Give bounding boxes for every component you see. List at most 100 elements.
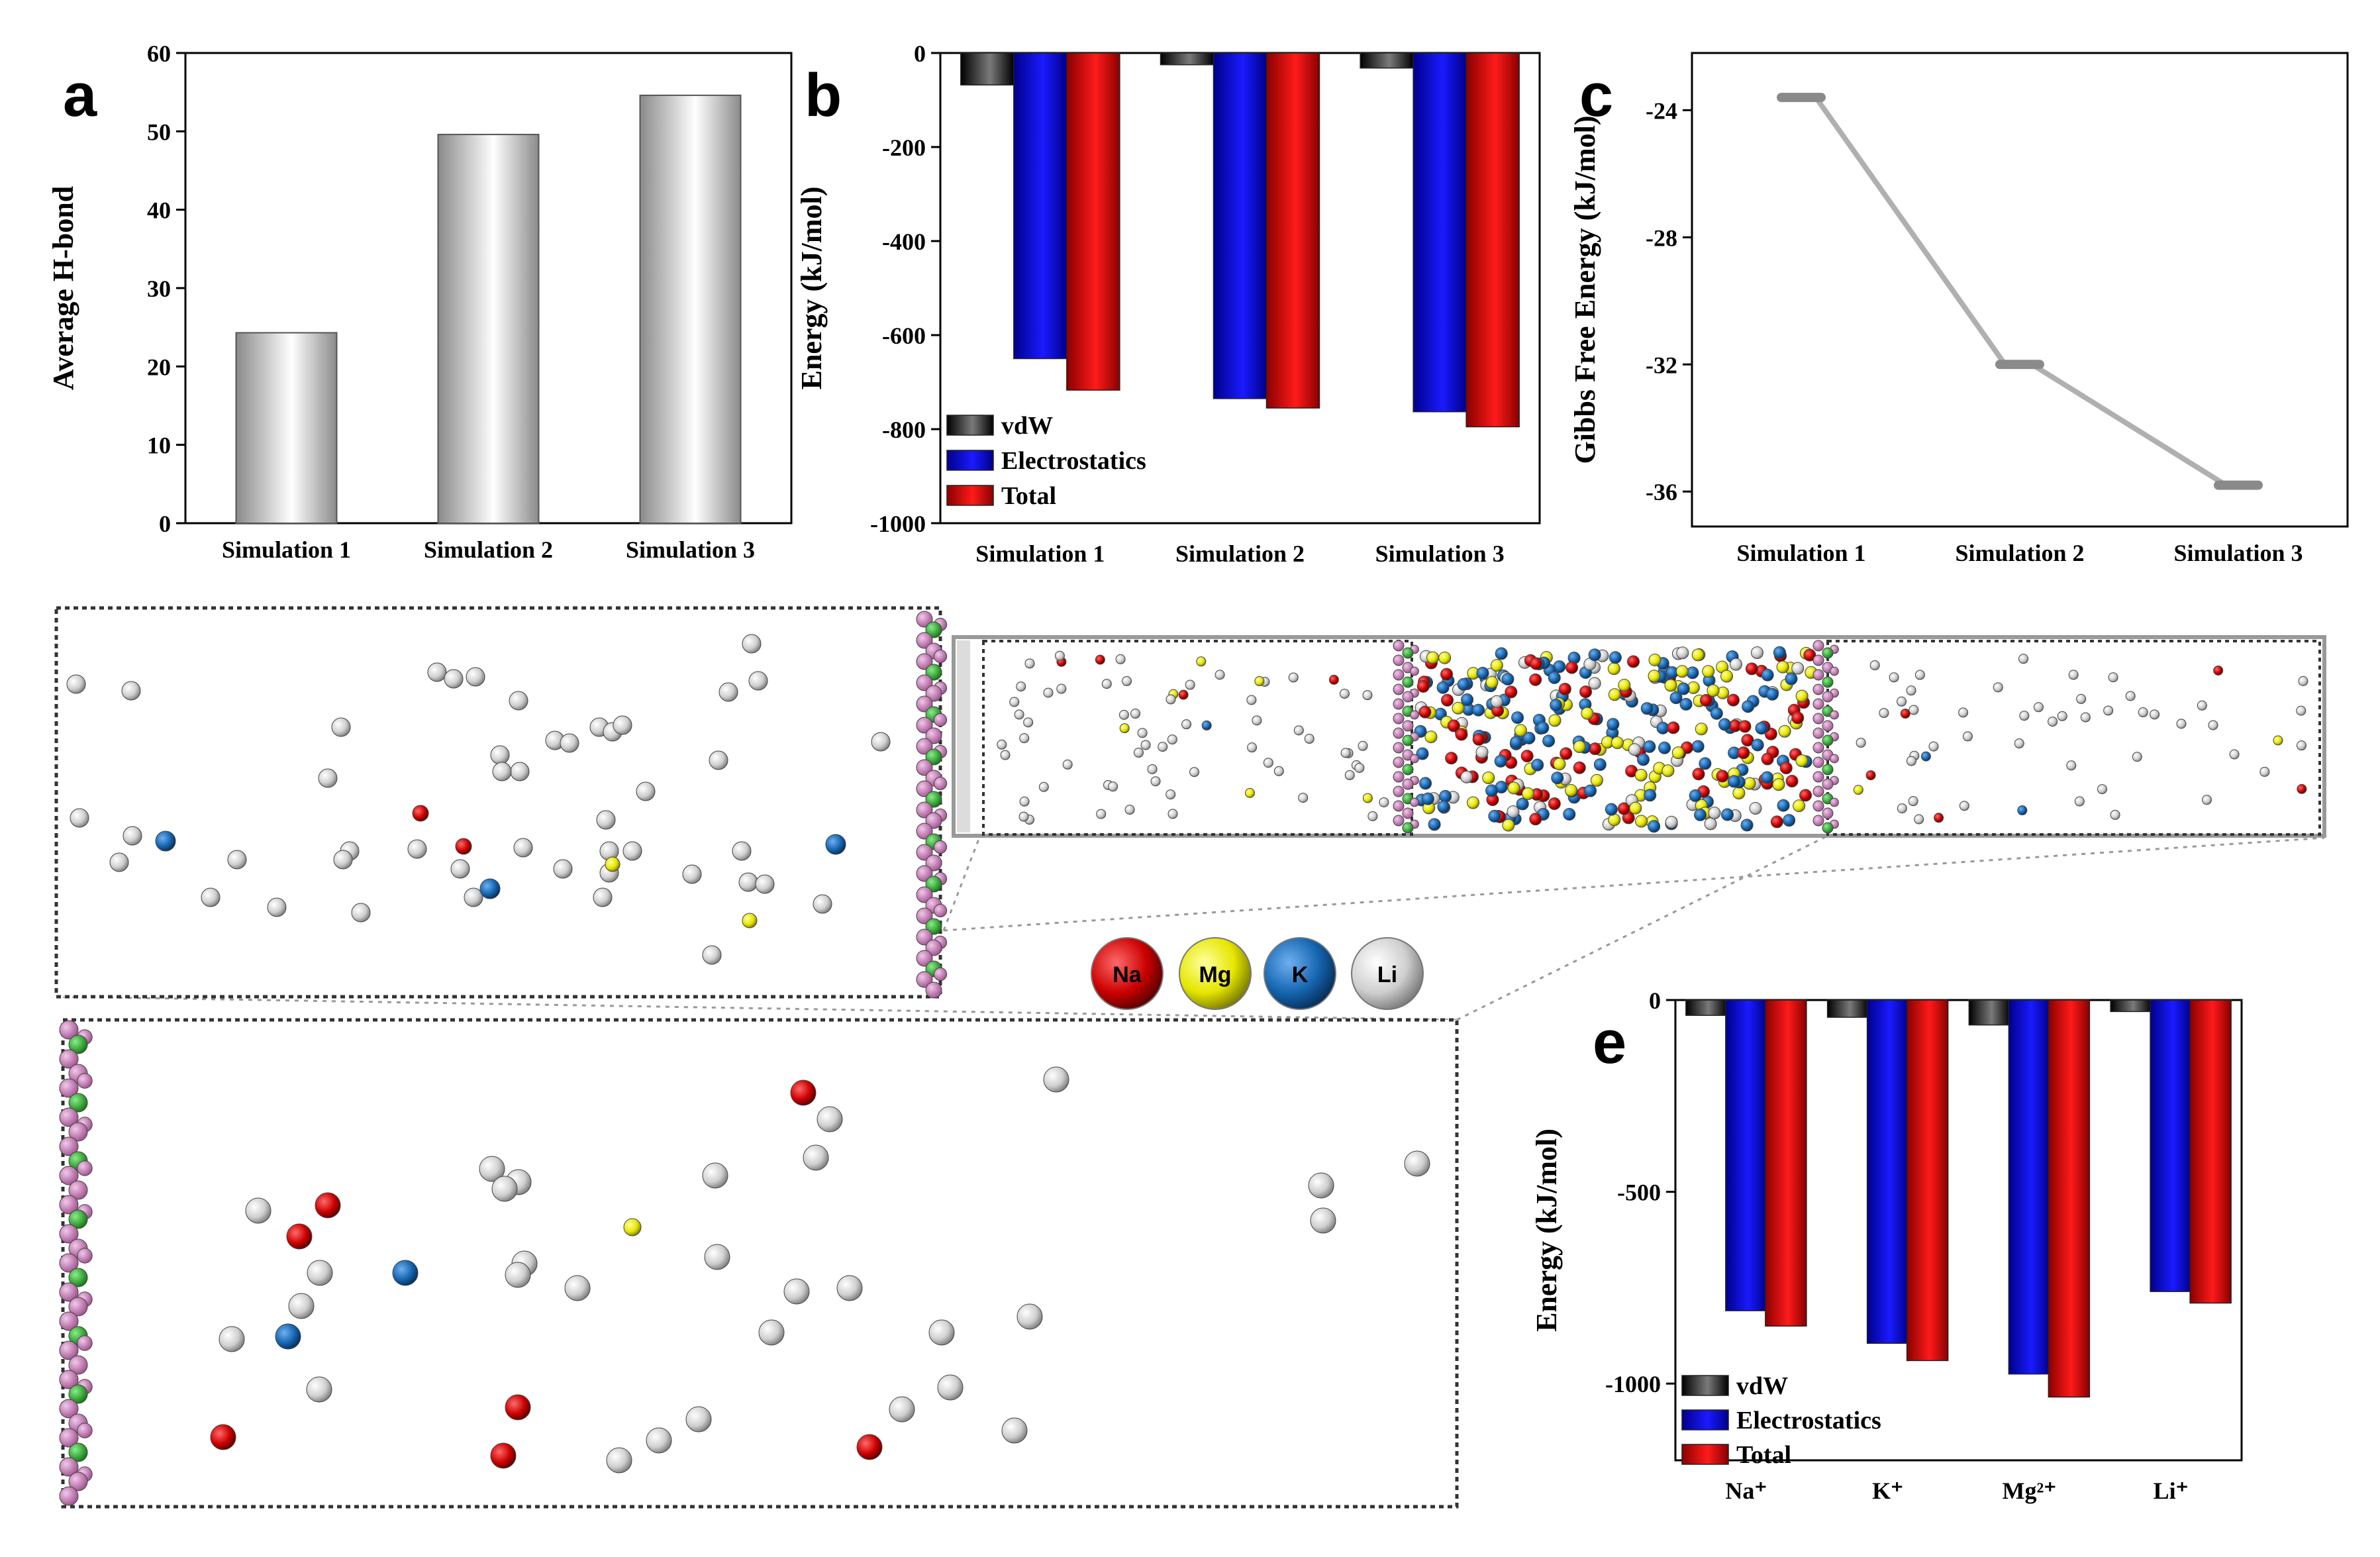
zoom-bottom-ions: [210, 1066, 1430, 1474]
li-ion: [997, 739, 1007, 750]
li-ion: [1263, 758, 1273, 768]
legend-swatch-total: [946, 485, 994, 506]
li-ion: [2019, 711, 2030, 721]
k-ion: [1522, 731, 1536, 744]
membrane-pink-atom: [1410, 754, 1419, 764]
x-tick-label: Na⁺: [1725, 1478, 1767, 1504]
li-ion: [606, 1447, 632, 1474]
mg-ion: [1661, 764, 1675, 778]
mg-ion: [1648, 653, 1661, 666]
panel-label-b: b: [805, 62, 842, 129]
bar-total: [1066, 52, 1120, 391]
li-ion: [1150, 776, 1161, 787]
li-ion: [1165, 789, 1176, 800]
li-ion: [1147, 764, 1158, 774]
k-ion: [1494, 754, 1507, 768]
li-ion: [1958, 707, 1969, 718]
k-ion: [1593, 758, 1607, 771]
overview-middle-ions: [1414, 646, 1818, 833]
membrane-pink-atom: [59, 1136, 79, 1156]
li-ion: [306, 1376, 332, 1403]
li-ion: [219, 1326, 245, 1352]
mg-ion: [1611, 736, 1624, 750]
membrane-green-atom: [1822, 734, 1834, 746]
li-ion: [2048, 717, 2058, 727]
na-ion: [1627, 655, 1640, 668]
x-tick-label: Simulation 2: [1175, 540, 1305, 567]
x-tick-label: Simulation 1: [222, 536, 351, 563]
membrane-pink-atom: [59, 1282, 79, 1302]
membrane-pink-atom: [916, 759, 933, 776]
y-tick-label: 40: [147, 197, 171, 224]
li-ion: [1273, 766, 1284, 776]
membrane-pink-atom: [1822, 778, 1834, 790]
zoom-bottom-membrane: [59, 1020, 93, 1506]
li-ion: [1140, 740, 1151, 750]
bar-total: [1906, 999, 1949, 1362]
mg-ion: [1254, 676, 1265, 687]
na-ion: [1934, 813, 1944, 823]
na-ion: [1741, 734, 1754, 747]
mg-ion: [1564, 783, 1577, 797]
na-ion: [1441, 693, 1454, 707]
k-ion: [1751, 738, 1764, 752]
membrane-green-atom: [1402, 676, 1414, 688]
membrane-pink-atom: [1393, 698, 1405, 710]
k-ion: [1419, 777, 1432, 790]
x-tick-label: Simulation 1: [1736, 540, 1865, 566]
k-ion: [155, 830, 176, 852]
bar-electrostatics: [1866, 999, 1909, 1344]
li-ion: [1137, 728, 1148, 738]
k-ion: [1588, 648, 1601, 662]
zoom-box-bottom: [61, 1018, 1459, 1509]
mg-ion: [1553, 758, 1566, 771]
ion-legend-li-label: Li: [1377, 962, 1397, 987]
li-ion: [70, 808, 89, 828]
k-ion: [1550, 699, 1563, 712]
plot-frame: [1691, 52, 2349, 528]
li-ion: [613, 715, 632, 735]
legend-label-electrostatics: Electrostatics: [1736, 1407, 1881, 1434]
k-ion: [1648, 820, 1661, 833]
membrane-pink-atom: [59, 1370, 79, 1389]
membrane-pink-atom: [59, 1340, 79, 1360]
membrane-pink-atom: [916, 823, 933, 840]
membrane-pink-atom: [933, 776, 948, 791]
li-ion: [1054, 650, 1065, 661]
membrane-pink-atom: [59, 1078, 79, 1098]
mg-ion: [1795, 754, 1809, 768]
mg-ion: [1629, 801, 1642, 815]
li-ion: [2201, 795, 2212, 805]
membrane-pink-atom: [59, 1253, 79, 1273]
panel-label-c: c: [1579, 62, 1613, 129]
membrane-pink-atom: [1393, 654, 1405, 666]
li-ion: [1354, 762, 1365, 773]
li-ion: [479, 1156, 505, 1182]
mg-ion: [1482, 771, 1495, 784]
bar-total: [2189, 999, 2232, 1304]
li-ion: [1001, 1417, 1028, 1444]
na-ion: [1560, 747, 1573, 760]
li-ion: [2259, 766, 2270, 777]
na-ion: [1455, 728, 1468, 741]
k-ion: [1691, 740, 1705, 753]
chart-b-energy: 0 -200 -400 -600 -800 -1000 Energy (kJ/mol) Sim…: [795, 40, 1541, 567]
na-ion: [1445, 752, 1458, 765]
k-ion: [1773, 646, 1786, 659]
membrane-pink-atom: [1402, 778, 1414, 790]
membrane-pink-atom: [916, 865, 933, 882]
bar-vdw: [1360, 52, 1414, 69]
k-ion: [1461, 693, 1474, 706]
membrane-pink-atom: [77, 1335, 93, 1351]
li-ion: [227, 850, 247, 870]
mg-ion: [1590, 774, 1603, 787]
k-ion: [1742, 700, 1755, 713]
membrane-pink-atom: [1393, 771, 1405, 783]
li-ion: [1729, 658, 1742, 671]
li-ion: [491, 1176, 518, 1202]
li-ion: [121, 681, 141, 701]
na-ion: [1573, 761, 1586, 774]
li-ion: [1124, 805, 1135, 815]
li-ion: [682, 864, 702, 884]
na-ion: [1667, 721, 1680, 734]
